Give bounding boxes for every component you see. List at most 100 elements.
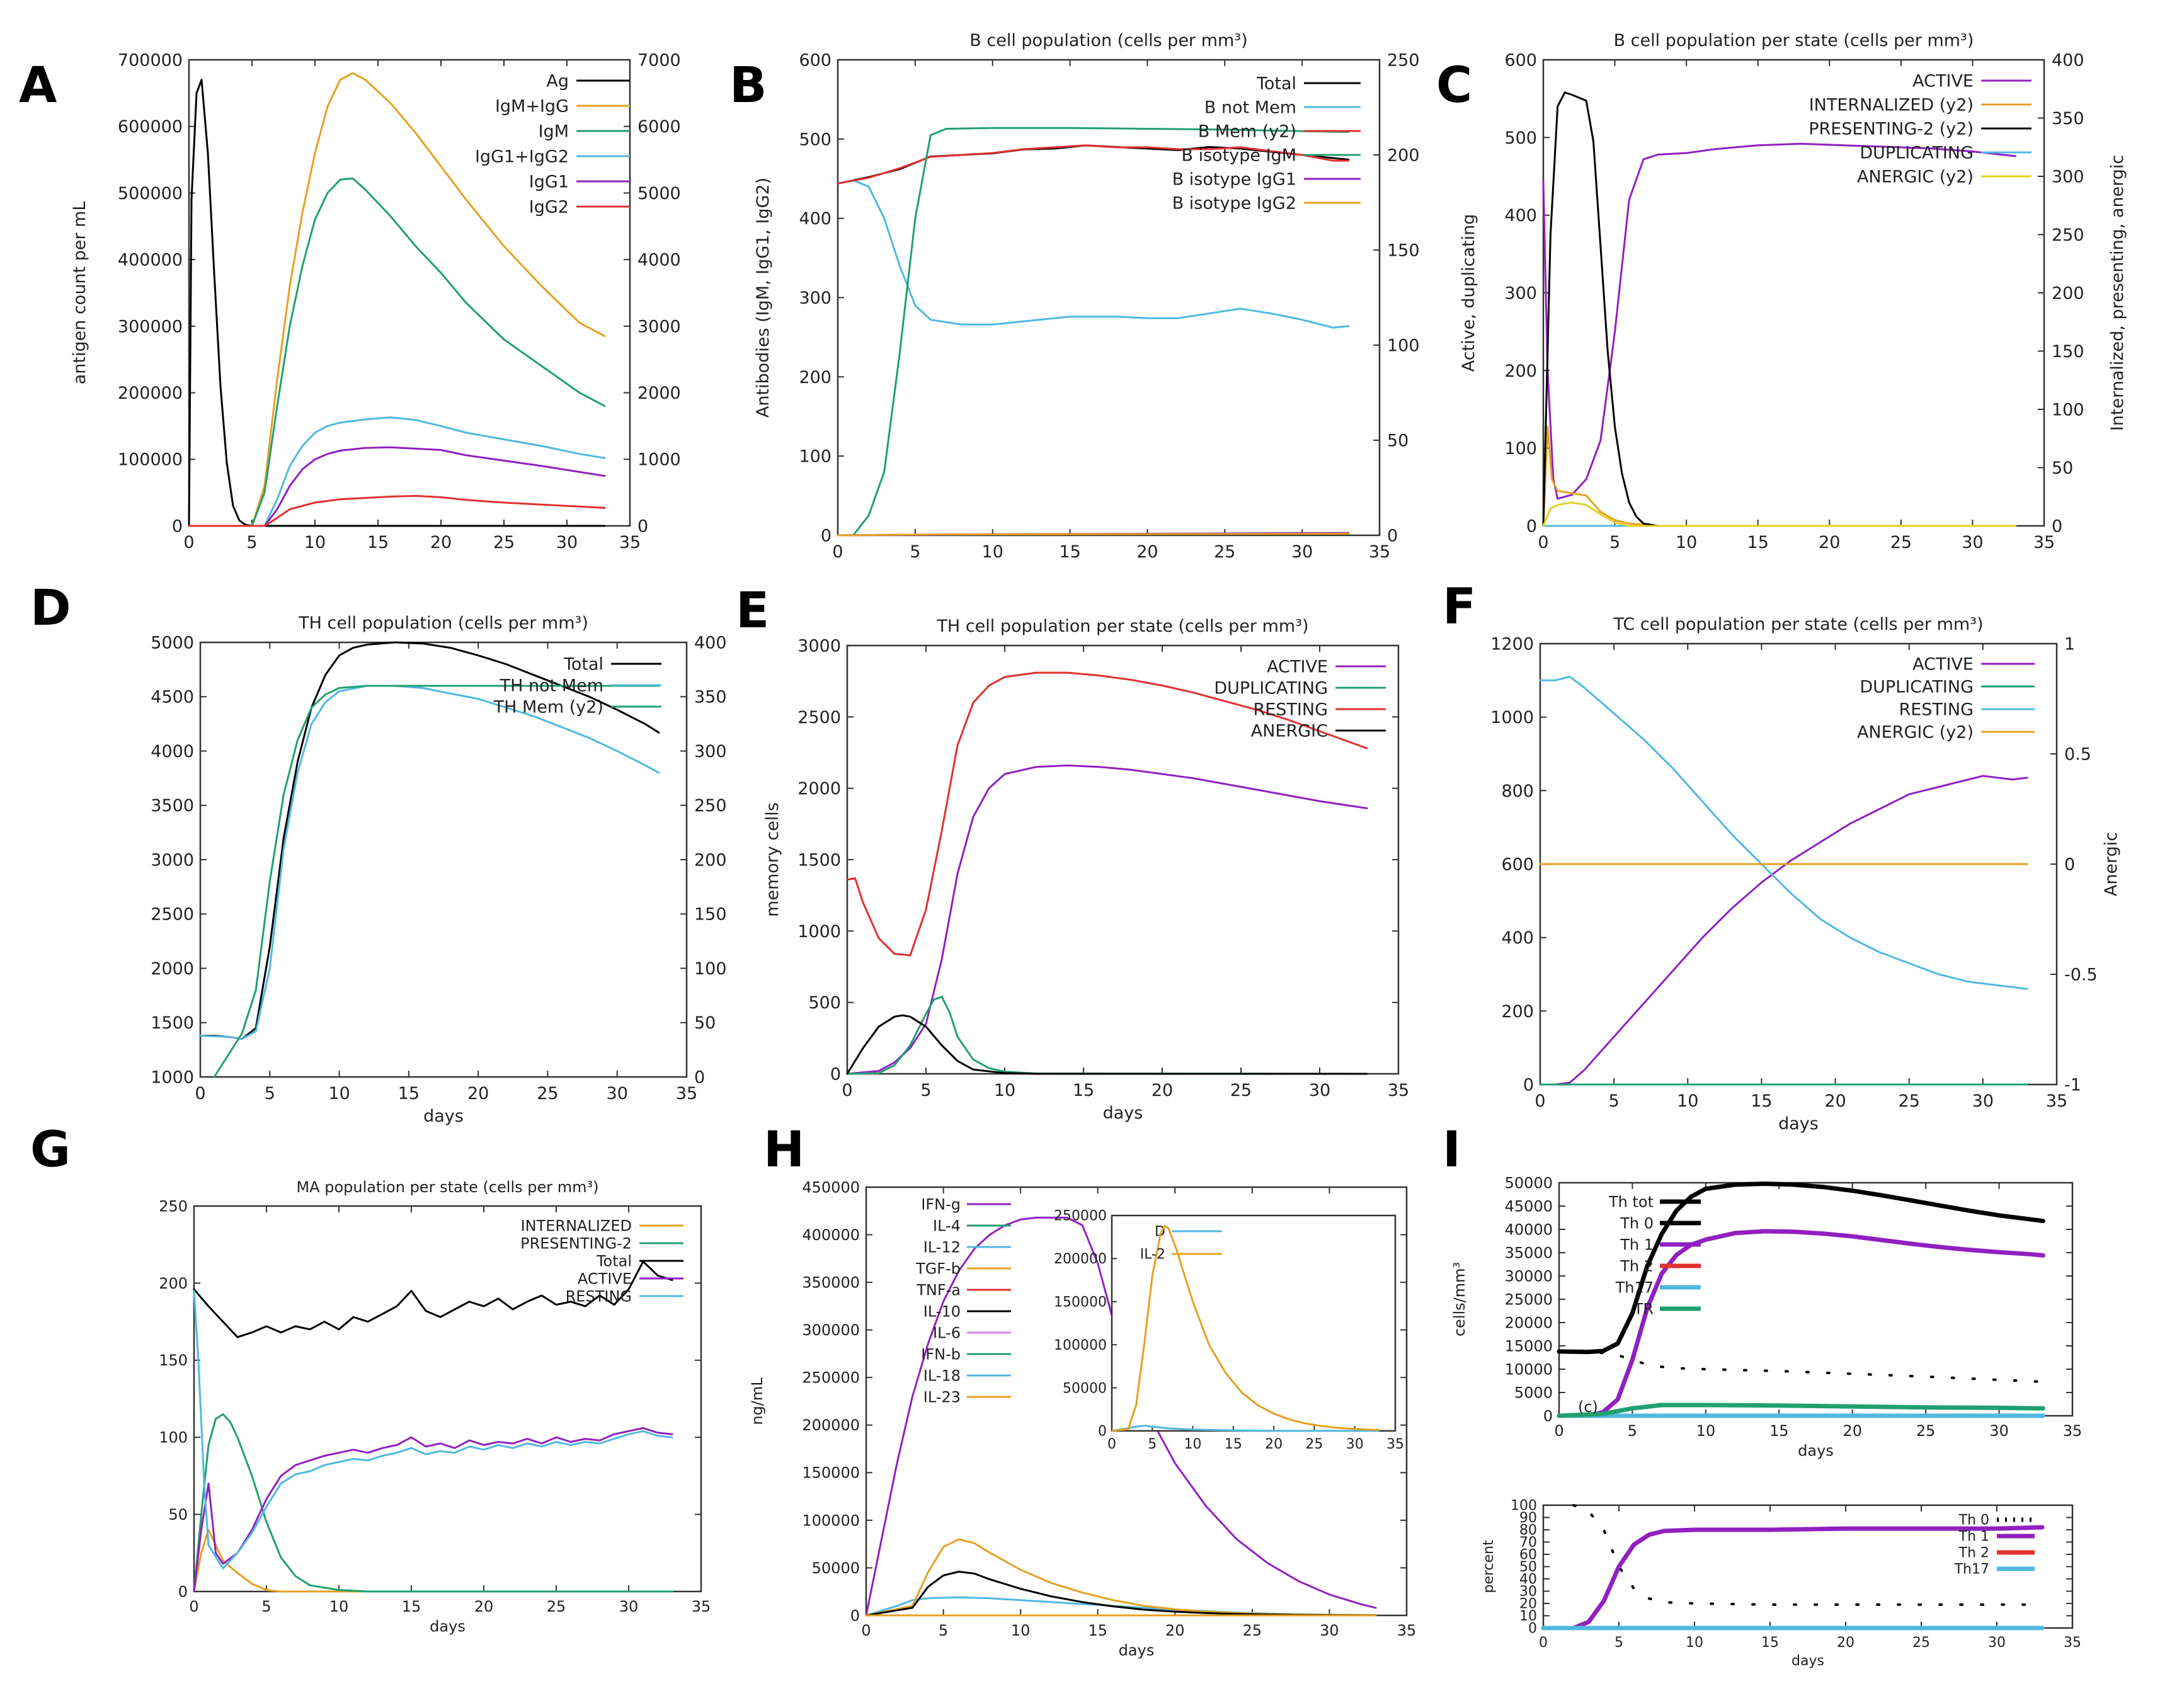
y2-tick-label: 100 <box>1387 336 1420 355</box>
x-tick-label: 35 <box>676 1084 697 1103</box>
series-line-igg2 <box>188 494 606 527</box>
inset-y-tick-label: 150000 <box>1054 1295 1107 1311</box>
legend-label: PRESENTING-2 <box>520 1234 632 1252</box>
y-tick-label: 30 <box>1519 1584 1537 1600</box>
x-tick-label: 35 <box>1397 1622 1417 1639</box>
y-tick-label: 20000 <box>1505 1314 1553 1331</box>
x-tick-label: 25 <box>493 533 515 552</box>
y2-tick-label: 7000 <box>637 50 681 70</box>
panel-note: (c) <box>1578 1398 1598 1416</box>
legend-label: RESTING <box>1253 700 1328 719</box>
x-tick-label: 0 <box>842 1081 852 1100</box>
x-tick-label: 30 <box>1972 1091 1994 1111</box>
plot-frame <box>1542 1504 2074 1629</box>
chart-panel-f: 0 5 10 15 20 25 30 35020040060080010001200-1-0.… <box>1490 615 2121 1134</box>
y-tick-label: 10000 <box>1505 1360 1553 1378</box>
y-tick-label: 70 <box>1519 1535 1537 1551</box>
legend-label: Th 0 <box>1958 1513 1989 1529</box>
y2-tick-label: 300 <box>2052 167 2084 186</box>
panel-letter-h: H <box>763 1122 804 1178</box>
series-line-anergic-y2- <box>1542 501 2017 527</box>
legend-label: Th tot <box>1608 1193 1654 1210</box>
legend-label: IL-10 <box>923 1302 961 1320</box>
y2-tick-label: 2000 <box>637 384 681 403</box>
legend-label: IgG2 <box>529 197 569 217</box>
y-tick-label: 400000 <box>802 1226 860 1244</box>
x-tick-label: 15 <box>1073 1081 1094 1100</box>
y-axis-label: Active, duplicating <box>1459 214 1478 372</box>
y-tick-label: 90 <box>1519 1510 1537 1526</box>
series-line-anergic <box>846 1014 1368 1075</box>
x-tick-label: 5 <box>1609 1091 1620 1111</box>
series-line-ag <box>188 79 606 527</box>
series-line-total <box>199 641 660 1040</box>
x-tick-label: 0 <box>861 1622 871 1639</box>
inset-x-tick-label: 25 <box>1305 1437 1323 1452</box>
series-line-tgf-b <box>865 1538 1377 1617</box>
legend: ACTIVE DUPLICATING RESTING ANERGIC (y2) <box>1857 654 2035 742</box>
x-tick-label: 30 <box>556 533 578 552</box>
y2-tick-label: 0 <box>1387 526 1398 545</box>
x-tick-label: 15 <box>1761 1635 1779 1651</box>
inset-series-d <box>1111 1425 1380 1432</box>
legend-label: RESTING <box>1899 700 1974 719</box>
y2-tick-label: 200 <box>694 850 727 870</box>
legend-label: TGF-b <box>915 1260 961 1277</box>
x-tick-label: 0 <box>189 1598 198 1615</box>
y-tick-label: 0 <box>830 1064 841 1084</box>
y-tick-label: 250000 <box>802 1369 860 1387</box>
y-tick-label: 300000 <box>802 1321 860 1339</box>
y-tick-label: 2500 <box>151 905 194 925</box>
legend-label: TH Mem (y2) <box>493 697 603 717</box>
legend-label: IL-6 <box>933 1324 961 1341</box>
legend: INTERNALIZEDPRESENTING-2TotalACTIVERESTI… <box>520 1217 683 1305</box>
x-tick-label: 15 <box>1747 533 1769 552</box>
chart-panel-d: 0 5 10 15 20 25 30 3510001500200025003000350040… <box>151 613 726 1126</box>
y2-axis-label: Anergic <box>2101 832 2121 896</box>
legend-label: IFN-g <box>921 1195 961 1213</box>
x-tick-label: 15 <box>1769 1422 1789 1440</box>
y2-tick-label: 4000 <box>637 251 681 270</box>
y2-tick-label: 6000 <box>637 117 681 137</box>
chart-title: B cell population per state (cells per m… <box>1614 31 1974 50</box>
chart-title: MA population per state (cells per mm³) <box>296 1178 598 1196</box>
y-tick-label: 3500 <box>151 796 194 816</box>
y-tick-label: 400 <box>1501 928 1534 948</box>
inset-y-tick-label: 0 <box>1098 1424 1107 1440</box>
y-tick-label: 3000 <box>151 850 194 870</box>
x-tick-label: 35 <box>692 1598 711 1615</box>
x-tick-label: 0 <box>183 533 194 552</box>
y2-tick-label: 300 <box>694 742 727 761</box>
x-tick-label: 5 <box>261 1598 271 1615</box>
x-axis-label: days <box>1798 1442 1834 1460</box>
x-tick-label: 20 <box>467 1084 489 1103</box>
series-line-active <box>846 764 1368 1075</box>
y2-tick-label: 50 <box>1387 431 1409 450</box>
legend-label: Th17 <box>1954 1562 1989 1578</box>
inset-y-tick-label: 200000 <box>1054 1251 1107 1267</box>
x-tick-label: 30 <box>619 1598 639 1615</box>
legend: Total TH not Mem TH Mem (y2) <box>493 654 661 717</box>
x-tick-label: 10 <box>304 533 326 552</box>
y-tick-label: 0 <box>172 516 183 536</box>
series-line-igg1 <box>188 446 606 527</box>
legend: ACTIVE INTERNALIZED (y2) PRESENTING-2 (y2)… <box>1809 71 2031 186</box>
legend-label: Th17 <box>1615 1278 1654 1296</box>
series-line-igm <box>188 177 606 527</box>
legend-label: B not Mem <box>1204 98 1296 117</box>
series-line-active <box>1539 775 2028 1086</box>
x-tick-label: 10 <box>1677 1091 1698 1111</box>
y2-tick-label: 0 <box>2052 516 2062 536</box>
x-tick-label: 10 <box>1676 533 1697 552</box>
x-axis-label: days <box>1778 1114 1819 1134</box>
chart-title: TH cell population per state (cells per … <box>936 617 1308 636</box>
x-tick-label: 5 <box>265 1084 275 1103</box>
x-tick-label: 10 <box>982 542 1003 562</box>
x-tick-label: 25 <box>1912 1635 1930 1651</box>
y2-tick-label: 350 <box>694 688 727 707</box>
chart-panel-i2: 0 5 10 15 20 25 30 350102030405060708090100days… <box>1481 1498 2081 1669</box>
x-tick-label: 0 <box>832 542 843 562</box>
legend-label: Total <box>1256 74 1296 93</box>
y-tick-label: 0 <box>1523 1075 1534 1095</box>
